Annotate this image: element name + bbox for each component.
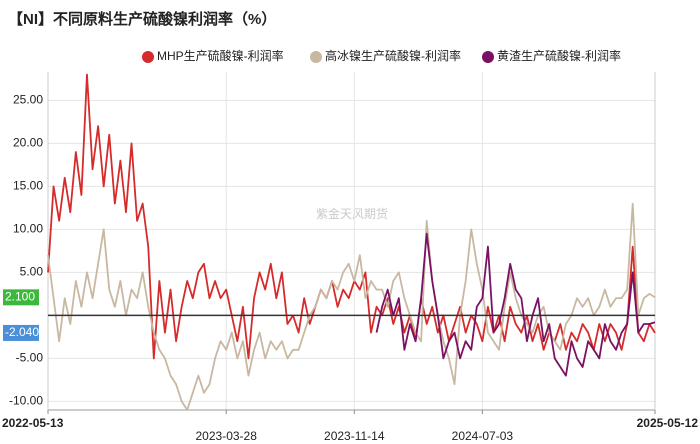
legend-marker bbox=[482, 51, 494, 63]
chart-title: 【NI】不同原料生产硫酸镍利润率（%） bbox=[8, 10, 276, 28]
y-tick-label: 5.00 bbox=[20, 265, 44, 279]
y-tick-label: 25.00 bbox=[13, 93, 43, 107]
watermark: 紫金天风期货 bbox=[316, 206, 388, 221]
x-tick-label: 2023-11-14 bbox=[324, 429, 385, 443]
y-tick-label: -10.00 bbox=[9, 394, 43, 408]
y-tick-label: 10.00 bbox=[13, 222, 43, 236]
legend-label: MHP生产硫酸镍-利润率 bbox=[157, 48, 284, 63]
value-label: 2.100 bbox=[5, 290, 35, 304]
grid bbox=[48, 72, 655, 410]
x-tick-label: 2023-03-28 bbox=[196, 429, 258, 443]
y-tick-label: -5.00 bbox=[16, 351, 44, 365]
legend-marker bbox=[142, 51, 154, 63]
x-tick-label: 2022-05-13 bbox=[2, 416, 64, 430]
y-tick-label: 15.00 bbox=[13, 179, 43, 193]
x-tick-label: 2024-07-03 bbox=[452, 429, 514, 443]
y-tick-label: 20.00 bbox=[13, 136, 43, 150]
series-line bbox=[375, 232, 656, 377]
legend-label: 黄渣生产硫酸镍-利润率 bbox=[497, 48, 621, 63]
x-tick-label: 2025-05-12 bbox=[637, 416, 699, 430]
value-label: -2.040 bbox=[5, 325, 39, 339]
series-line bbox=[47, 202, 656, 411]
value-label-box bbox=[3, 289, 39, 306]
value-label-box bbox=[3, 324, 39, 341]
legend-label: 高冰镍生产硫酸镍-利润率 bbox=[325, 48, 461, 63]
legend-marker bbox=[310, 51, 322, 63]
